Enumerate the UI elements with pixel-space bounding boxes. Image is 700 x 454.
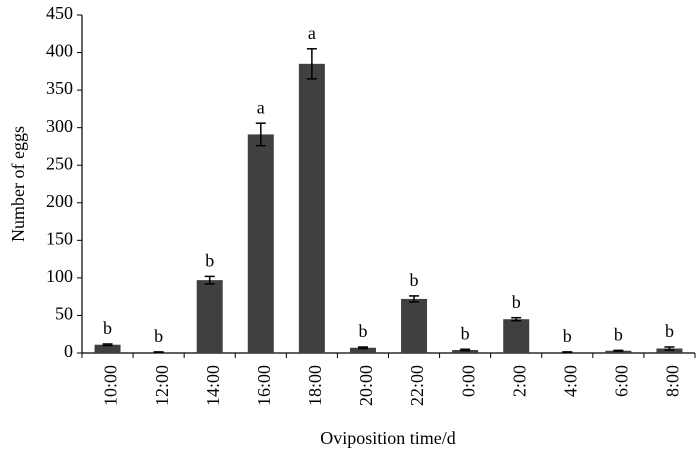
bar	[503, 319, 530, 353]
error-bar	[664, 346, 675, 351]
y-tick-label: 250	[46, 153, 73, 173]
bar	[247, 134, 274, 353]
y-tick-label: 350	[46, 78, 73, 98]
annotation: b	[358, 321, 367, 341]
error-bar	[204, 275, 215, 285]
bar	[605, 350, 632, 353]
x-tick-label: 20:00	[356, 365, 376, 406]
error-bar	[255, 122, 266, 147]
y-tick-label: 450	[46, 3, 73, 23]
annotation: a	[257, 97, 265, 117]
error-bar	[357, 346, 368, 350]
annotation: b	[512, 292, 521, 312]
x-tick-label: 4:00	[560, 365, 580, 397]
annotation: b	[103, 318, 112, 338]
annotation: b	[205, 251, 214, 271]
y-tick-label: 200	[46, 191, 73, 211]
y-tick-label: 150	[46, 228, 73, 248]
y-tick-label: 100	[46, 266, 73, 286]
x-axis-title: Oviposition time/d	[320, 428, 456, 448]
x-tick-label: 2:00	[509, 365, 529, 397]
annotation: b	[410, 270, 419, 290]
bar	[94, 344, 121, 353]
error-bar	[562, 351, 573, 354]
bar	[196, 280, 223, 353]
x-tick-label: 22:00	[407, 365, 427, 406]
bar	[656, 348, 683, 353]
y-tick-label: 0	[64, 341, 73, 361]
x-tick-label: 6:00	[612, 365, 632, 397]
annotation: b	[154, 326, 163, 346]
y-tick-label: 400	[46, 41, 73, 61]
error-bar	[409, 295, 420, 303]
bar	[298, 63, 325, 353]
annotation: a	[308, 23, 316, 43]
annotation: b	[461, 323, 470, 343]
annotation: b	[614, 324, 623, 344]
x-tick-label: 14:00	[203, 365, 223, 406]
error-bar	[102, 343, 113, 347]
error-bar	[153, 351, 164, 354]
y-tick-label: 50	[55, 304, 73, 324]
y-tick-label: 300	[46, 116, 73, 136]
y-axis-title: Number of eggs	[8, 126, 28, 242]
error-bar	[306, 48, 317, 80]
error-bar	[511, 316, 522, 322]
bar	[401, 298, 428, 353]
x-tick-label: 16:00	[254, 365, 274, 406]
x-tick-label: 8:00	[663, 365, 683, 397]
error-bar	[613, 349, 624, 352]
annotation: b	[665, 321, 674, 341]
x-tick-label: 12:00	[152, 365, 172, 406]
bar	[349, 347, 376, 353]
error-bar	[460, 348, 471, 352]
bar	[452, 349, 479, 353]
annotation: b	[563, 326, 572, 346]
x-tick-label: 0:00	[458, 365, 478, 397]
x-tick-label: 10:00	[101, 365, 121, 406]
x-tick-label: 18:00	[305, 365, 325, 406]
